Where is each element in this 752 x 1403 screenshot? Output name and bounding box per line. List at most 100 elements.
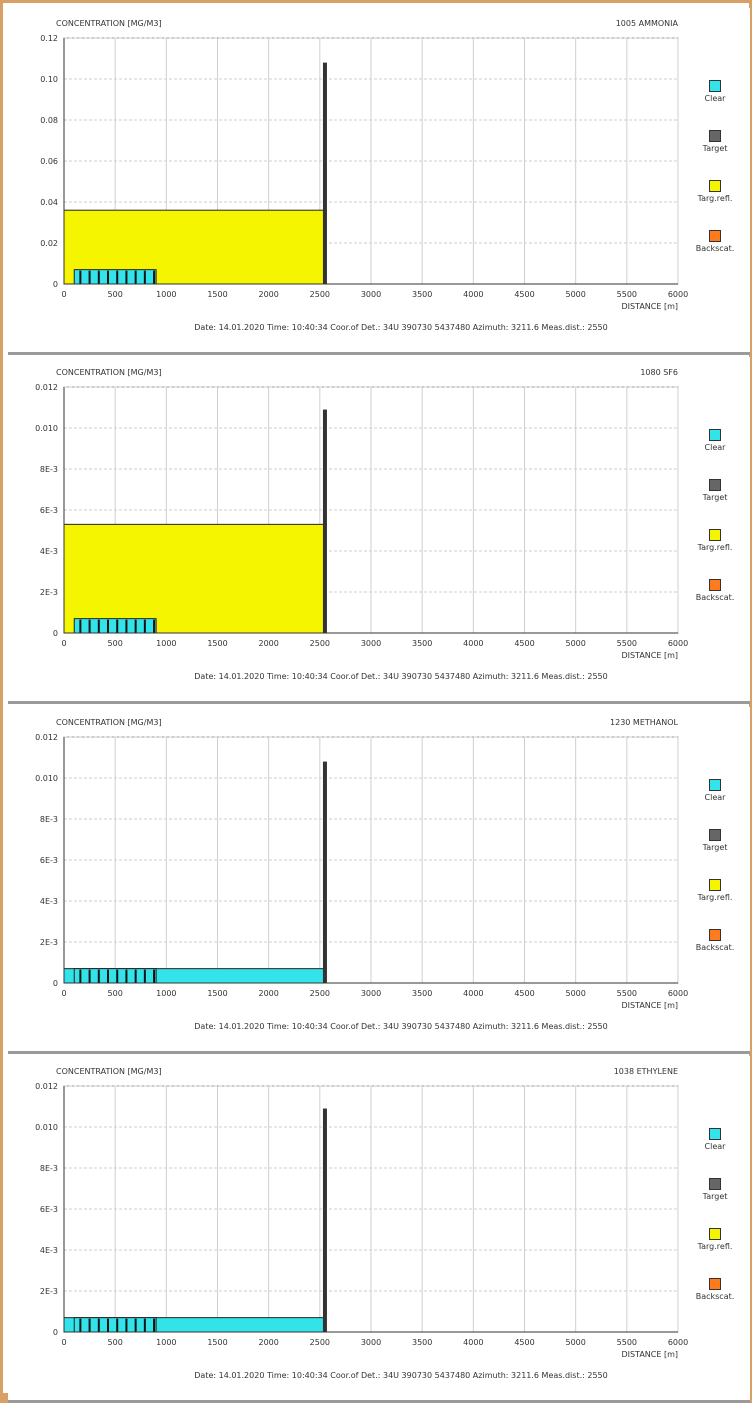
y-axis-title: CONCENTRATION [MG/M3]	[56, 19, 162, 28]
legend-item: Clear	[684, 429, 746, 479]
legend-item: Targ.refl.	[684, 529, 746, 579]
x-tick-label: 4500	[514, 290, 534, 299]
legend: Clear Target Targ.refl. Backscat.	[684, 779, 746, 979]
x-tick-label: 5500	[617, 639, 637, 648]
legend-swatch	[709, 1178, 721, 1190]
legend: Clear Target Targ.refl. Backscat.	[684, 429, 746, 629]
x-tick-label: 2000	[258, 290, 278, 299]
legend-item: Backscat.	[684, 1278, 746, 1328]
chart-panel: 0 500 1000 1500 2000 2500 3000 3500 4000 4500 5000…	[8, 357, 750, 704]
x-tick-label: 6000	[668, 290, 688, 299]
x-tick-label: 1500	[207, 989, 227, 998]
y-tick-label: 0.012	[35, 383, 58, 392]
x-tick-label: 3000	[361, 639, 381, 648]
chart-panel: 0 500 1000 1500 2000 2500 3000 3500 4000 4500 5000…	[8, 1056, 750, 1403]
x-tick-label: 3500	[412, 1338, 432, 1347]
y-tick-label: 0.04	[40, 198, 58, 207]
y-tick-label: 6E-3	[40, 1205, 58, 1214]
legend-swatch	[709, 579, 721, 591]
y-tick-label: 0	[53, 1328, 58, 1337]
x-tick-label: 6000	[668, 1338, 688, 1347]
x-axis-title: DISTANCE [m]	[621, 1001, 678, 1010]
y-tick-label: 2E-3	[40, 1287, 58, 1296]
y-tick-label: 0	[53, 979, 58, 988]
x-tick-label: 5500	[617, 1338, 637, 1347]
measurement-info: Date: 14.01.2020 Time: 10:40:34 Coor.of …	[194, 672, 607, 681]
legend-label: Target	[702, 493, 728, 502]
legend-label: Backscat.	[695, 244, 735, 253]
legend-label: Clear	[704, 94, 726, 103]
y-tick-label: 0.010	[35, 1123, 58, 1132]
y-axis-title: CONCENTRATION [MG/M3]	[56, 718, 162, 727]
legend-swatch	[709, 779, 721, 791]
y-tick-label: 0.012	[35, 1082, 58, 1091]
y-tick-label: 8E-3	[40, 815, 58, 824]
x-tick-label: 500	[108, 639, 123, 648]
x-tick-label: 500	[108, 290, 123, 299]
y-tick-label: 4E-3	[40, 1246, 58, 1255]
legend-label: Clear	[704, 443, 726, 452]
chart-panel: 0 500 1000 1500 2000 2500 3000 3500 4000 4500 5000…	[8, 8, 750, 355]
x-tick-label: 5000	[565, 989, 585, 998]
chart-title: 1038 ETHYLENE	[614, 1067, 678, 1076]
legend-swatch	[709, 80, 721, 92]
x-tick-label: 5000	[565, 639, 585, 648]
x-tick-label: 3500	[412, 290, 432, 299]
x-tick-label: 2000	[258, 989, 278, 998]
chart-title: 1080 SF6	[640, 368, 678, 377]
chart-svg: 0 500 1000 1500 2000 2500 3000 3500 4000 4500 5000…	[35, 1067, 688, 1380]
chart-panel: 0 500 1000 1500 2000 2500 3000 3500 4000 4500 5000…	[8, 707, 750, 1054]
chart-svg: 0 500 1000 1500 2000 2500 3000 3500 4000 4500 5000…	[35, 718, 688, 1031]
legend-label: Clear	[704, 1142, 726, 1151]
y-tick-label: 0.10	[40, 75, 58, 84]
x-tick-label: 0	[61, 639, 66, 648]
x-tick-label: 5500	[617, 989, 637, 998]
y-tick-label: 0.010	[35, 774, 58, 783]
chart-svg: 0 500 1000 1500 2000 2500 3000 3500 4000 4500 5000…	[35, 368, 688, 681]
bar-target	[322, 409, 327, 633]
y-tick-label: 0.06	[40, 157, 58, 166]
legend-label: Target	[702, 843, 728, 852]
legend-item: Target	[684, 829, 746, 879]
legend-swatch	[709, 929, 721, 941]
measurement-info: Date: 14.01.2020 Time: 10:40:34 Coor.of …	[194, 323, 607, 332]
x-tick-label: 4500	[514, 1338, 534, 1347]
chart-svg: 0 500 1000 1500 2000 2500 3000 3500 4000 4500 5000…	[40, 19, 688, 332]
x-tick-label: 2500	[310, 290, 330, 299]
x-tick-label: 4000	[463, 639, 483, 648]
legend: Clear Target Targ.refl. Backscat.	[684, 1128, 746, 1328]
legend-label: Targ.refl.	[697, 893, 733, 902]
x-tick-label: 2500	[310, 989, 330, 998]
x-tick-label: 5000	[565, 1338, 585, 1347]
x-tick-label: 4000	[463, 1338, 483, 1347]
legend-label: Backscat.	[695, 1292, 735, 1301]
y-tick-label: 0.08	[40, 116, 58, 125]
legend-swatch	[709, 879, 721, 891]
legend-item: Targ.refl.	[684, 879, 746, 929]
y-tick-label: 0.02	[40, 239, 58, 248]
x-tick-label: 500	[108, 989, 123, 998]
legend-label: Targ.refl.	[697, 543, 733, 552]
legend-swatch	[709, 180, 721, 192]
legend-label: Backscat.	[695, 593, 735, 602]
legend-item: Target	[684, 130, 746, 180]
legend-swatch	[709, 130, 721, 142]
x-tick-label: 1000	[156, 639, 176, 648]
legend-label: Target	[702, 1192, 728, 1201]
chart-title: 1005 AMMONIA	[616, 19, 679, 28]
bar-clear	[73, 968, 157, 984]
measurement-info: Date: 14.01.2020 Time: 10:40:34 Coor.of …	[194, 1022, 607, 1031]
bar-clear	[73, 618, 157, 634]
legend-swatch	[709, 1278, 721, 1290]
y-tick-label: 8E-3	[40, 465, 58, 474]
x-tick-label: 4000	[463, 290, 483, 299]
y-tick-label: 4E-3	[40, 897, 58, 906]
legend-item: Clear	[684, 1128, 746, 1178]
y-tick-label: 0.010	[35, 424, 58, 433]
x-tick-label: 6000	[668, 639, 688, 648]
x-tick-label: 1500	[207, 639, 227, 648]
x-tick-label: 1500	[207, 290, 227, 299]
legend-swatch	[709, 479, 721, 491]
x-tick-label: 500	[108, 1338, 123, 1347]
x-tick-label: 4500	[514, 639, 534, 648]
